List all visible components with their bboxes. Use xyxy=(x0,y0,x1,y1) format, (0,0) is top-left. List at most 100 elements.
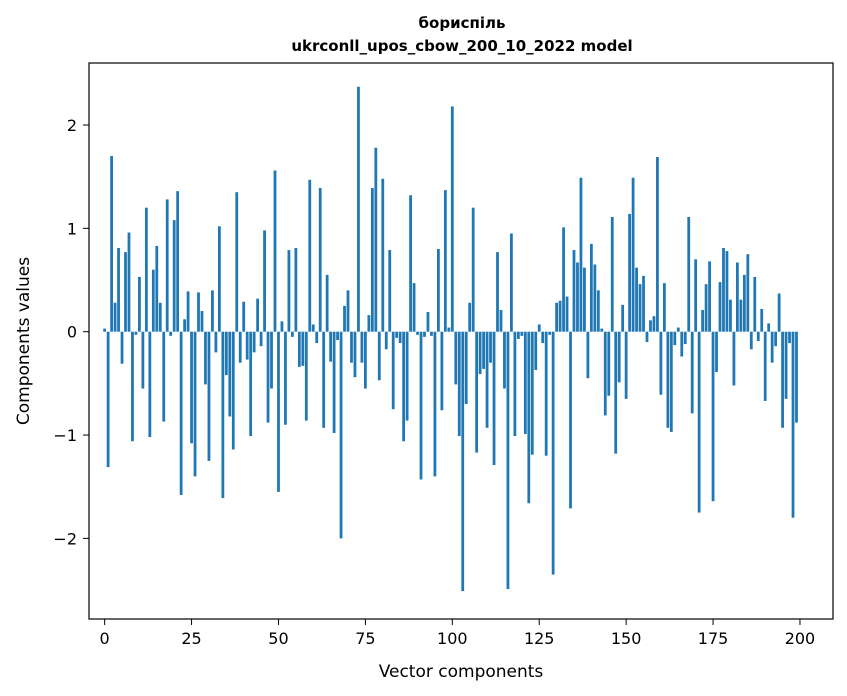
bar xyxy=(419,331,423,480)
bar xyxy=(482,331,485,369)
bar xyxy=(270,331,273,389)
bar xyxy=(589,243,593,332)
bar xyxy=(138,276,141,332)
bar xyxy=(148,331,152,438)
bar xyxy=(516,331,520,339)
bar xyxy=(315,331,319,344)
bar xyxy=(562,227,565,332)
bar xyxy=(600,328,604,332)
bar xyxy=(217,226,221,332)
bar xyxy=(158,302,162,332)
bar xyxy=(520,331,524,336)
bar xyxy=(478,331,482,375)
bar xyxy=(231,331,235,450)
bar xyxy=(197,292,200,332)
bar xyxy=(489,331,492,363)
bar xyxy=(666,331,670,428)
bar xyxy=(412,283,416,332)
bar xyxy=(357,86,360,332)
bar xyxy=(628,213,632,332)
bar xyxy=(523,331,527,435)
bar xyxy=(708,261,711,332)
bar xyxy=(120,331,124,364)
bar xyxy=(374,147,378,332)
bar xyxy=(596,290,600,332)
bar xyxy=(742,274,746,332)
bar xyxy=(221,331,225,499)
bar xyxy=(186,291,190,332)
bar xyxy=(683,331,687,345)
bar xyxy=(311,324,315,332)
bar xyxy=(676,327,680,332)
bar xyxy=(398,331,402,344)
bar xyxy=(457,331,461,437)
bar xyxy=(287,250,291,332)
bar xyxy=(753,276,757,332)
bar xyxy=(433,331,437,477)
x-axis-ticks: 0 25 50 75 100 125 150 175 200 xyxy=(100,619,816,648)
bar xyxy=(364,331,367,389)
bar xyxy=(760,308,764,332)
bar xyxy=(204,331,207,385)
bar xyxy=(464,331,468,405)
bar xyxy=(350,331,353,363)
bar xyxy=(176,191,180,332)
bar xyxy=(430,331,433,336)
bar xyxy=(443,190,447,332)
bar xyxy=(318,188,322,332)
bar xyxy=(586,331,590,379)
bar xyxy=(690,331,694,414)
x-tick-label: 75 xyxy=(355,629,375,648)
bar xyxy=(777,293,781,332)
bar xyxy=(593,264,597,332)
bar xyxy=(729,299,732,332)
bar xyxy=(388,250,392,332)
bar xyxy=(763,331,767,401)
bar xyxy=(211,290,214,332)
bar xyxy=(673,331,677,346)
bar xyxy=(346,290,350,332)
bar xyxy=(569,331,572,509)
bar xyxy=(694,259,698,332)
bar xyxy=(544,331,548,456)
bar xyxy=(603,331,607,416)
bar xyxy=(767,323,771,332)
bar xyxy=(732,331,736,386)
bar xyxy=(461,331,465,592)
bar xyxy=(329,331,333,362)
bar xyxy=(722,247,725,332)
bar xyxy=(687,216,691,332)
bar xyxy=(301,331,305,366)
bar xyxy=(367,315,371,332)
x-tick-label: 200 xyxy=(785,629,816,648)
bar xyxy=(739,299,743,332)
bar xyxy=(669,331,673,432)
bar xyxy=(165,199,169,332)
bar xyxy=(555,302,558,332)
y-tick-label: 0 xyxy=(67,323,77,342)
bar xyxy=(402,331,406,442)
y-axis-label: Components values xyxy=(14,257,34,425)
bar xyxy=(527,331,531,504)
bar xyxy=(124,252,127,332)
bar xyxy=(510,233,513,332)
bar xyxy=(454,331,458,385)
bar xyxy=(106,331,110,468)
bar xyxy=(770,331,774,363)
bar xyxy=(263,230,266,332)
bar xyxy=(638,284,642,332)
bar xyxy=(548,331,552,335)
bar xyxy=(144,207,148,332)
bar xyxy=(701,310,705,332)
bar xyxy=(791,331,795,518)
bar xyxy=(576,262,579,332)
bar xyxy=(450,106,454,332)
bar xyxy=(273,170,277,332)
bar xyxy=(190,331,193,444)
bar xyxy=(183,319,186,332)
bar xyxy=(228,331,232,417)
bar xyxy=(513,331,517,437)
x-tick-label: 25 xyxy=(181,629,201,648)
bar xyxy=(370,188,374,332)
